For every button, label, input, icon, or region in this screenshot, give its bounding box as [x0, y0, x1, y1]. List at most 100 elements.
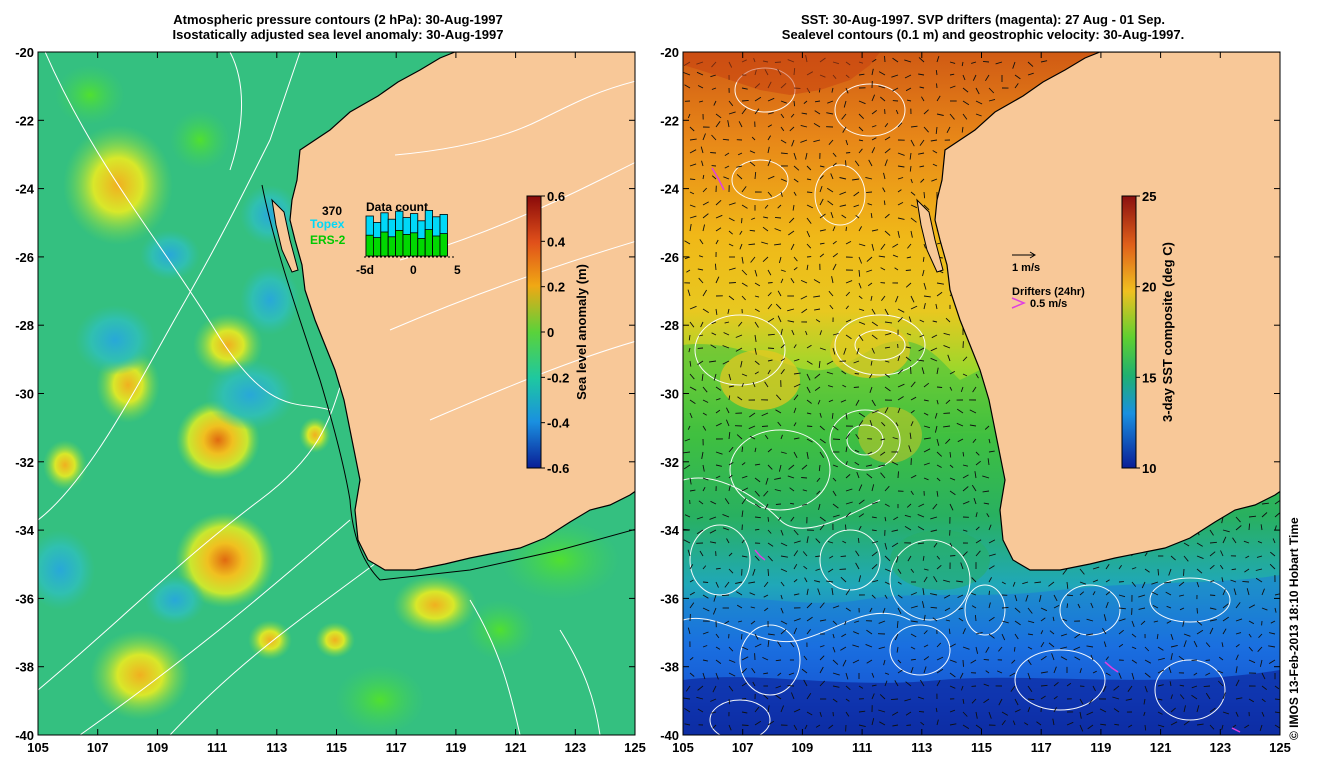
velocity-arrow: [975, 460, 981, 466]
velocity-arrow: [1138, 607, 1146, 610]
velocity-arrow: [1274, 593, 1280, 596]
velocity-arrow: [910, 381, 916, 388]
velocity-arrow: [1074, 633, 1081, 639]
velocity-arrow: [793, 579, 798, 583]
velocity-arrow: [793, 344, 797, 349]
velocity-arrow: [1022, 581, 1029, 585]
velocity-arrow: [709, 360, 717, 363]
velocity-arrow: [881, 421, 886, 427]
velocity-arrow: [1222, 616, 1229, 622]
velocity-arrow: [764, 381, 769, 388]
velocity-arrow: [728, 646, 734, 652]
velocity-arrow: [827, 100, 834, 104]
velocity-arrow: [936, 386, 943, 388]
velocity-arrow: [702, 672, 706, 680]
velocity-arrow: [880, 472, 886, 479]
velocity-arrow: [1118, 564, 1122, 570]
velocity-arrow: [817, 588, 821, 596]
velocity-arrow: [702, 477, 709, 481]
velocity-arrow: [1183, 633, 1191, 637]
velocity-arrow: [741, 646, 749, 651]
velocity-arrow: [961, 61, 964, 67]
velocity-arrow: [806, 693, 812, 700]
velocity-arrow: [923, 399, 929, 402]
velocity-arrow: [697, 708, 704, 713]
velocity-arrow: [774, 228, 782, 232]
velocity-arrow: [858, 126, 864, 132]
velocity-arrow: [905, 681, 912, 687]
velocity-arrow: [962, 373, 968, 377]
geostrophic-velocity-arrows: [683, 55, 1280, 732]
data-count-title: Data count: [366, 200, 428, 214]
velocity-arrow: [910, 396, 917, 401]
velocity-arrow: [870, 360, 873, 366]
velocity-arrow: [754, 633, 759, 640]
velocity-arrow: [832, 659, 839, 665]
velocity-arrow: [780, 178, 787, 182]
velocity-arrow: [949, 113, 955, 120]
left-map[interactable]: [25, 40, 640, 735]
velocity-arrow: [845, 474, 851, 479]
velocity-arrow: [684, 240, 691, 245]
velocity-arrow: [826, 112, 834, 115]
velocity-arrow: [918, 347, 925, 352]
velocity-arrow: [1060, 633, 1068, 637]
velocity-arrow: [1052, 616, 1055, 622]
velocity-arrow: [699, 100, 704, 103]
velocity-arrow: [763, 694, 769, 700]
velocity-arrow: [1244, 568, 1250, 573]
velocity-arrow: [880, 267, 886, 271]
velocity-arrow: [858, 139, 864, 142]
velocity-arrow: [985, 646, 990, 653]
sla-colorbar-tick-label: 0.6: [547, 189, 565, 204]
velocity-arrow: [764, 204, 769, 209]
data-count-bar-ers2: [432, 235, 441, 257]
velocity-arrow: [871, 516, 877, 519]
velocity-arrow: [728, 724, 732, 731]
velocity-arrow: [739, 230, 743, 235]
velocity-arrow: [858, 113, 865, 120]
velocity-arrow: [961, 126, 964, 133]
velocity-arrow: [827, 200, 834, 206]
velocity-arrow: [813, 580, 821, 583]
velocity-arrow: [1233, 588, 1237, 596]
velocity-arrow: [1040, 641, 1045, 648]
velocity-arrow: [1235, 644, 1240, 648]
velocity-arrow: [1052, 718, 1055, 726]
velocity-arrow: [780, 581, 785, 587]
velocity-arrow: [702, 289, 707, 297]
velocity-arrow: [814, 386, 821, 391]
velocity-arrow: [775, 503, 782, 505]
velocity-arrow: [936, 668, 944, 674]
velocity-arrow: [689, 672, 695, 677]
velocity-arrow: [748, 425, 756, 430]
velocity-arrow: [1040, 695, 1046, 700]
velocity-arrow: [715, 475, 721, 479]
velocity-arrow: [737, 620, 743, 623]
velocity-arrow: [897, 607, 902, 615]
velocity-arrow: [871, 94, 876, 102]
velocity-arrow: [829, 304, 834, 310]
right-map[interactable]: [683, 52, 1285, 740]
velocity-arrow: [985, 670, 990, 674]
velocity-arrow: [919, 334, 925, 338]
velocity-arrow: [1079, 568, 1085, 575]
velocity-arrow: [741, 462, 746, 466]
velocity-arrow: [803, 679, 808, 687]
velocity-arrow: [1010, 685, 1016, 692]
velocity-arrow: [793, 383, 801, 388]
left-x-tick-label: 117: [386, 740, 407, 755]
velocity-arrow: [724, 165, 730, 169]
velocity-arrow: [884, 386, 891, 392]
velocity-arrow: [828, 290, 834, 297]
velocity-arrow: [910, 490, 914, 495]
velocity-arrow: [702, 464, 705, 472]
velocity-arrow: [828, 724, 834, 729]
velocity-arrow: [962, 113, 968, 120]
velocity-arrow: [711, 711, 717, 714]
velocity-arrow: [896, 646, 899, 653]
velocity-arrow: [842, 384, 847, 388]
velocity-arrow: [767, 269, 772, 276]
velocity-arrow: [858, 148, 863, 154]
velocity-arrow: [819, 165, 825, 168]
